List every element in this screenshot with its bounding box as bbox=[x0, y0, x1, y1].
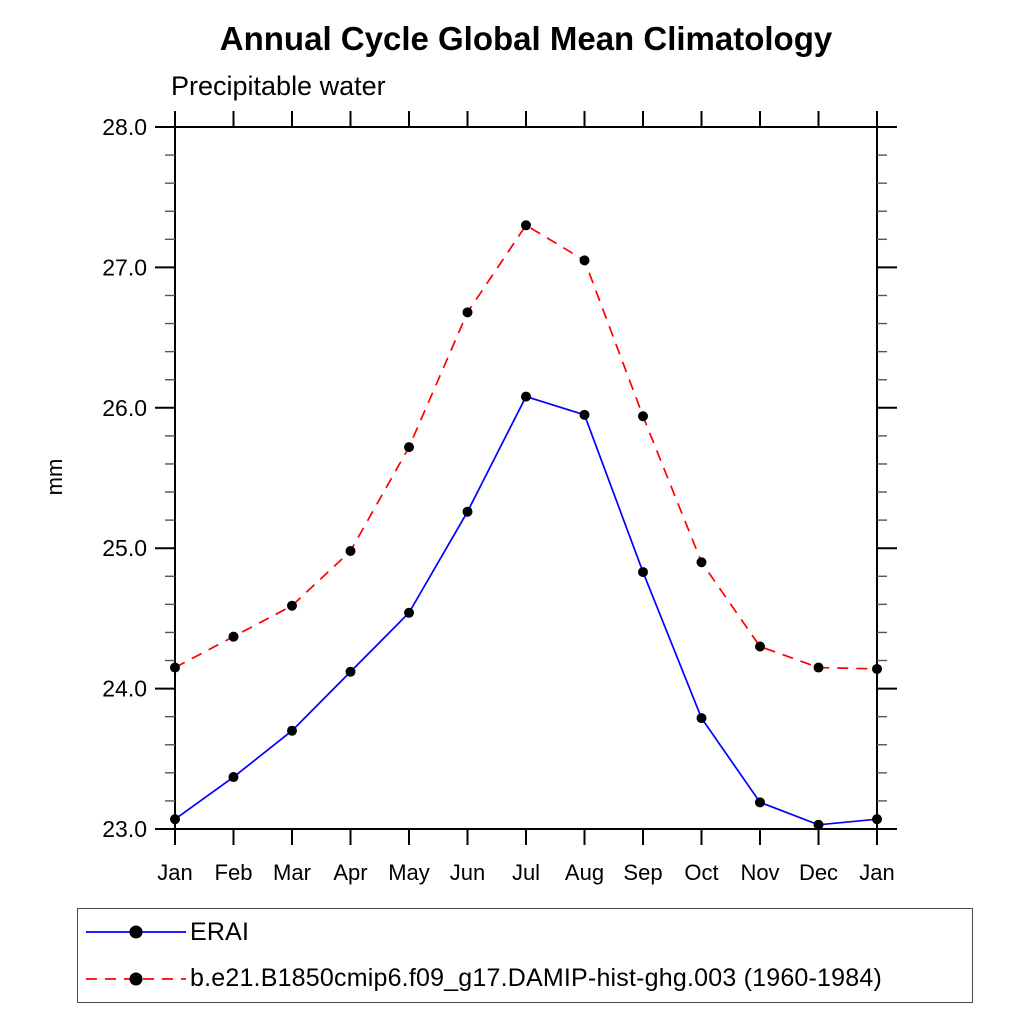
data-point-marker-1 bbox=[755, 641, 765, 652]
data-point-marker-1 bbox=[872, 663, 882, 674]
data-point-marker-0 bbox=[872, 814, 882, 825]
data-point-marker-0 bbox=[287, 725, 297, 736]
data-point-marker-0 bbox=[462, 506, 473, 517]
data-point-marker-0 bbox=[228, 772, 239, 783]
x-tick-label: Apr bbox=[333, 860, 367, 885]
x-tick-label: Aug bbox=[565, 860, 604, 885]
data-point-marker-0 bbox=[755, 797, 765, 808]
legend-marker-dot-model bbox=[129, 972, 143, 986]
legend-item-model: b.e21.B1850cmip6.f09_g17.DAMIP-hist-ghg.… bbox=[84, 958, 972, 1000]
y-tick-label: 25.0 bbox=[102, 535, 147, 561]
y-tick-label: 24.0 bbox=[102, 676, 147, 702]
data-point-marker-1 bbox=[579, 255, 590, 266]
data-point-marker-1 bbox=[287, 600, 297, 611]
data-point-marker-0 bbox=[170, 814, 180, 825]
data-point-marker-0 bbox=[813, 819, 824, 830]
data-point-marker-0 bbox=[638, 567, 648, 578]
data-point-marker-1 bbox=[404, 442, 414, 453]
x-tick-label: Dec bbox=[799, 860, 838, 885]
chart-subtitle: Precipitable water bbox=[171, 71, 386, 101]
data-point-marker-0 bbox=[579, 409, 590, 420]
data-point-marker-0 bbox=[404, 607, 414, 618]
legend-marker-dot-erai bbox=[129, 925, 143, 939]
plot-frame bbox=[174, 126, 878, 830]
chart-title: Annual Cycle Global Mean Climatology bbox=[219, 20, 833, 57]
data-point-marker-1 bbox=[696, 557, 707, 568]
x-tick-label: Nov bbox=[740, 860, 779, 885]
data-point-marker-1 bbox=[345, 546, 356, 557]
data-point-marker-1 bbox=[462, 307, 473, 318]
legend-item-erai: ERAI bbox=[84, 911, 972, 953]
x-tick-label: May bbox=[388, 860, 430, 885]
y-tick-label: 26.0 bbox=[102, 395, 147, 421]
x-tick-label: Oct bbox=[684, 860, 718, 885]
series-line-0 bbox=[174, 395, 878, 826]
y-tick-label: 28.0 bbox=[102, 114, 147, 140]
x-tick-label: Jun bbox=[450, 860, 485, 885]
legend-line-sample-model bbox=[86, 972, 186, 986]
data-point-marker-1 bbox=[638, 411, 648, 422]
series-line-1 bbox=[174, 224, 878, 670]
legend-label-model: b.e21.B1850cmip6.f09_g17.DAMIP-hist-ghg.… bbox=[190, 964, 882, 993]
legend-label-erai: ERAI bbox=[190, 917, 250, 946]
x-tick-label: Sep bbox=[623, 860, 662, 885]
x-tick-label: Jan bbox=[157, 860, 192, 885]
data-point-marker-1 bbox=[813, 662, 824, 673]
x-tick-label: Mar bbox=[273, 860, 311, 885]
data-point-marker-1 bbox=[521, 220, 531, 231]
y-tick-label: 27.0 bbox=[102, 254, 147, 280]
data-point-marker-0 bbox=[345, 666, 356, 677]
x-tick-label: Jan bbox=[859, 860, 894, 885]
data-point-marker-1 bbox=[228, 631, 239, 642]
data-point-marker-0 bbox=[696, 713, 707, 724]
legend-box: ERAI b.e21.B1850cmip6.f09_g17.DAMIP-hist… bbox=[77, 908, 973, 1003]
x-tick-label: Feb bbox=[215, 860, 253, 885]
x-tick-label: Jul bbox=[512, 860, 540, 885]
y-tick-label: 23.0 bbox=[102, 816, 147, 842]
data-point-marker-0 bbox=[521, 391, 531, 402]
data-point-marker-1 bbox=[170, 662, 180, 673]
legend-line-sample-erai bbox=[86, 925, 186, 939]
